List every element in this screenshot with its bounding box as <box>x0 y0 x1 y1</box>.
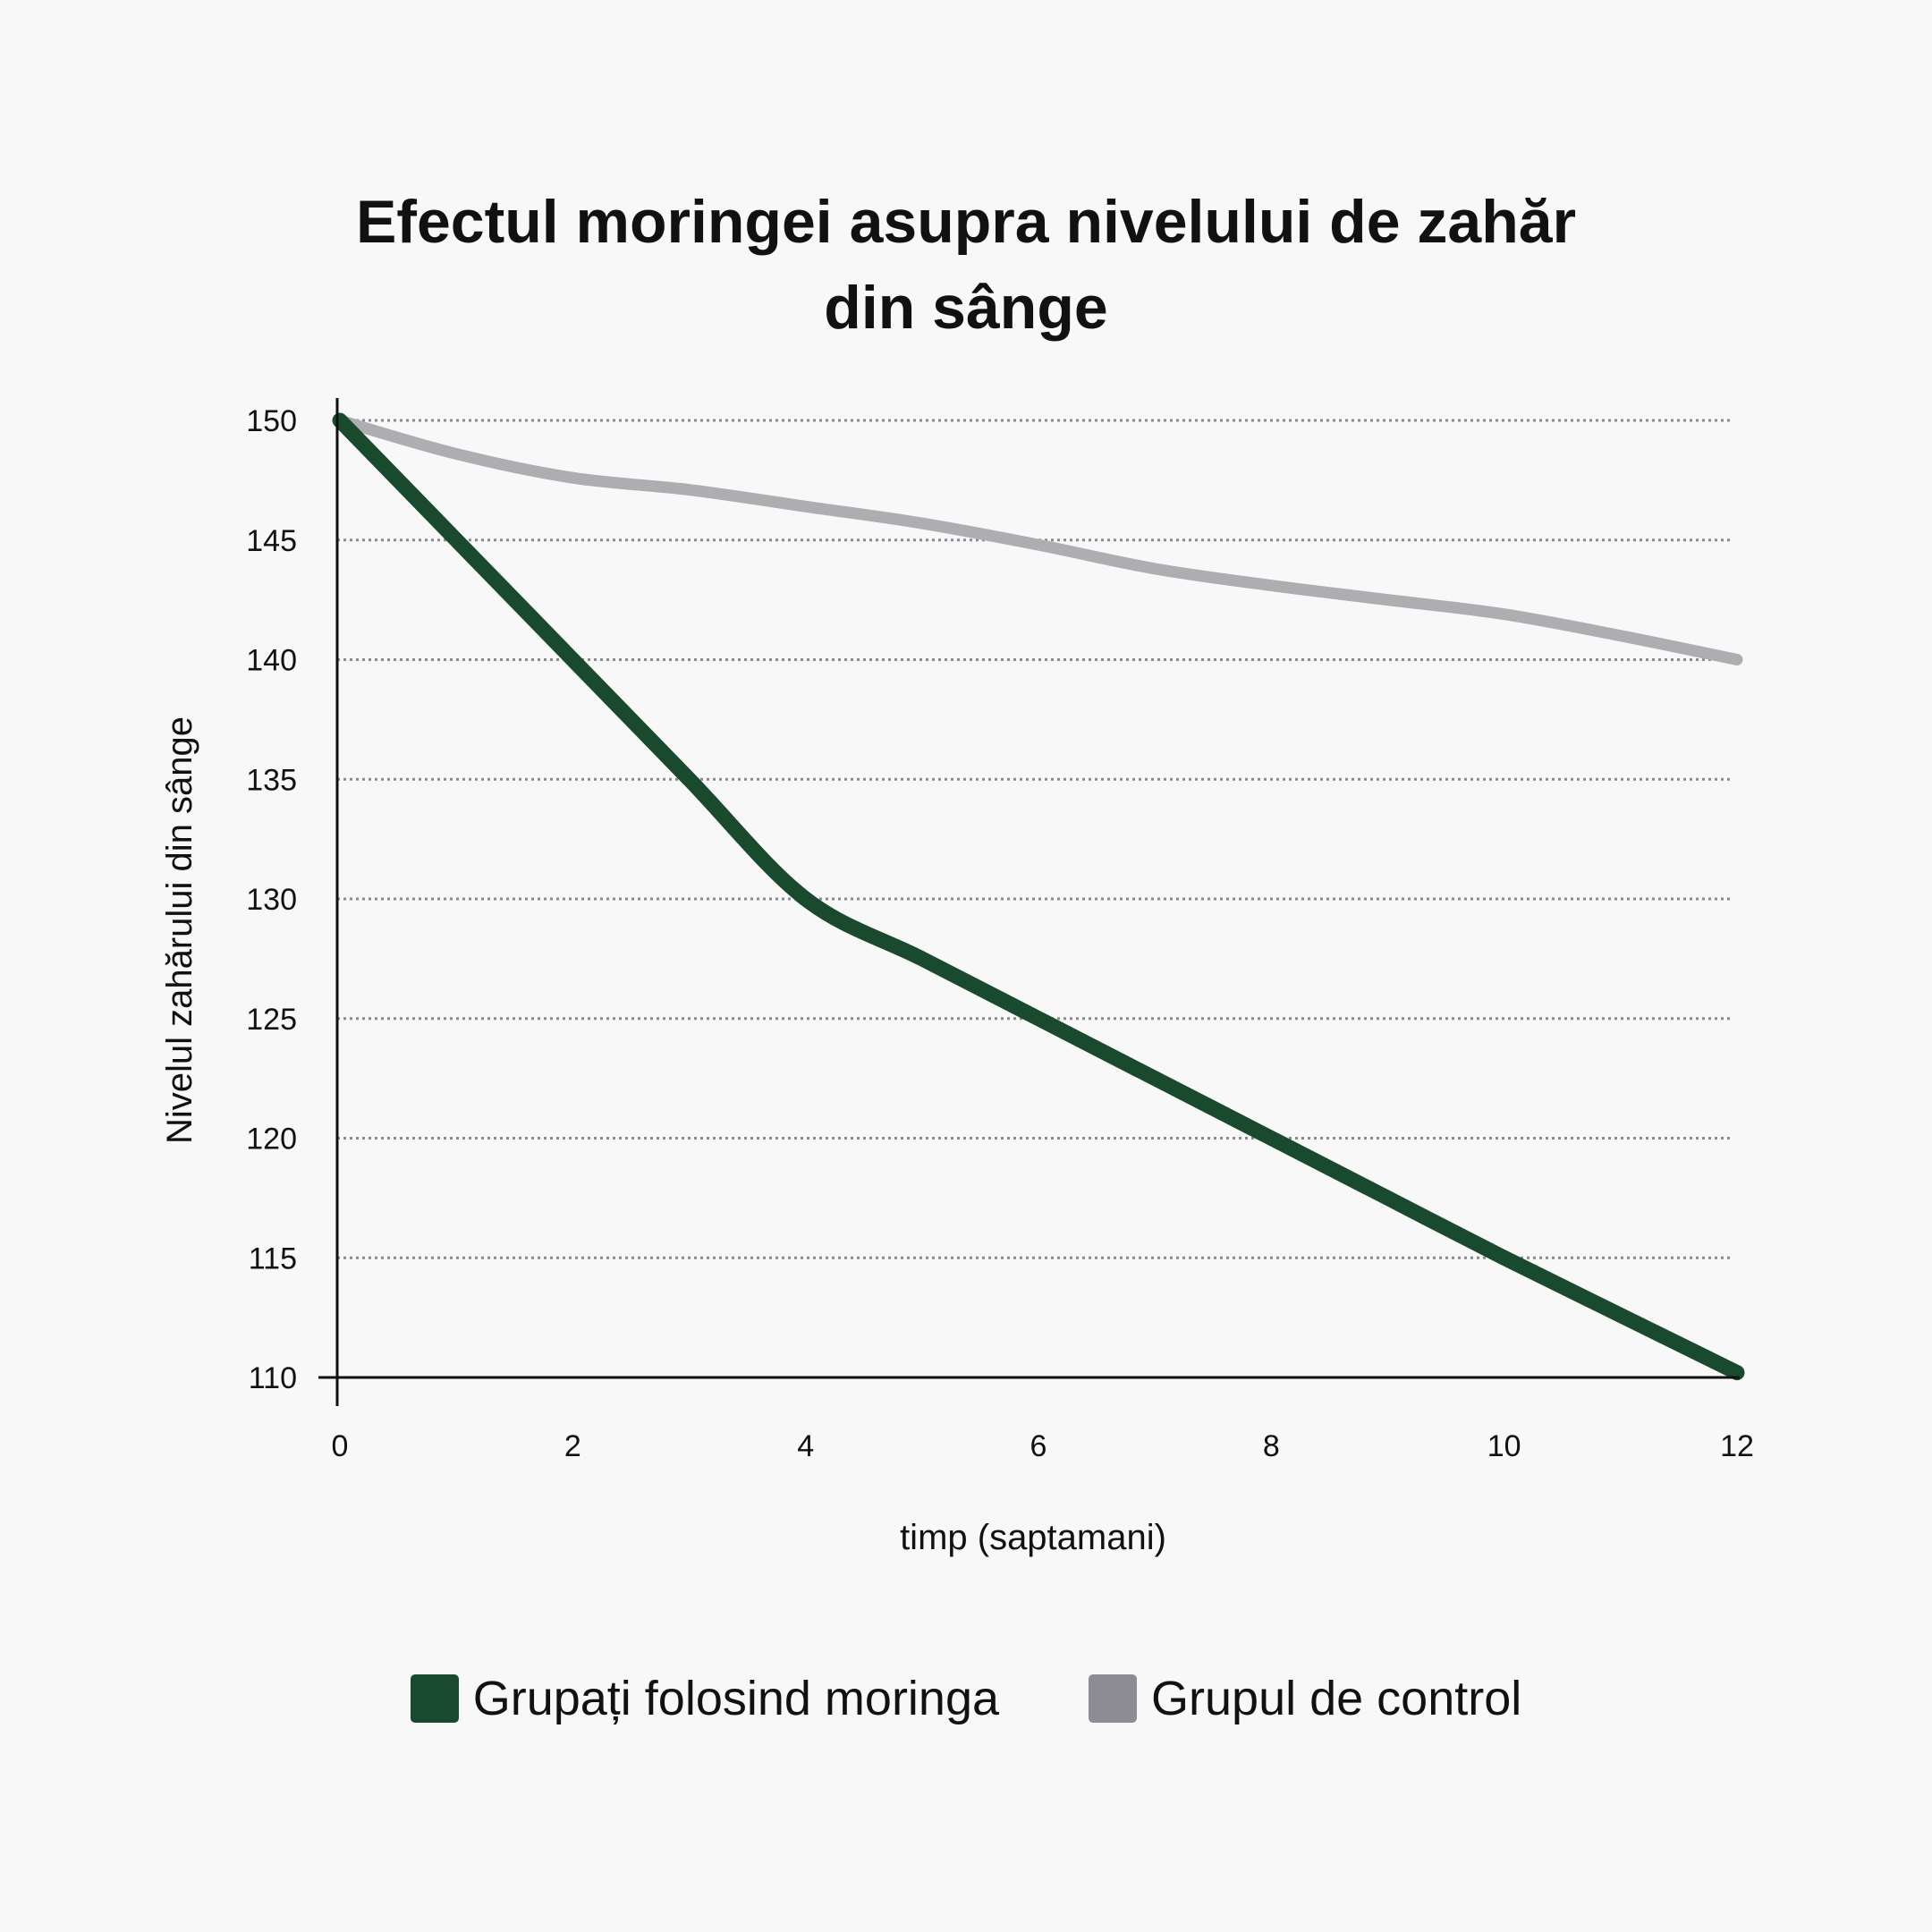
y-tick-label: 120 <box>246 1123 297 1157</box>
legend: Grupați folosind moringa Grupul de contr… <box>0 1671 1932 1726</box>
x-tick-label: 0 <box>332 1429 349 1463</box>
y-tick-label: 135 <box>246 763 297 797</box>
x-tick-label: 10 <box>1487 1429 1521 1463</box>
y-tick-label: 110 <box>249 1361 297 1395</box>
x-tick-label: 4 <box>797 1429 814 1463</box>
y-tick-label: 145 <box>246 524 297 558</box>
y-tick-label: 150 <box>246 404 297 438</box>
series-line-control <box>334 414 1743 665</box>
x-tick-labels: 0 2 4 6 8 10 12 <box>332 1429 1754 1463</box>
chart-title: Efectul moringei asupra nivelului de zah… <box>0 179 1932 351</box>
legend-item-control: Grupul de control <box>1089 1671 1521 1726</box>
legend-swatch-control <box>1089 1674 1138 1723</box>
y-tick-labels: 110 115 120 125 130 135 140 145 150 <box>246 404 297 1395</box>
chart-title-line-1: Efectul moringei asupra nivelului de zah… <box>355 188 1577 256</box>
legend-item-moringa: Grupați folosind moringa <box>410 1671 1000 1726</box>
y-tick-label: 115 <box>249 1241 297 1275</box>
y-axis-label: Nivelul zahărului din sânge <box>160 716 199 1144</box>
series-line-moringa <box>332 412 1745 1381</box>
legend-swatch-moringa <box>410 1674 459 1723</box>
chart-title-line-2: din sânge <box>824 274 1108 342</box>
y-tick-label: 130 <box>246 883 297 917</box>
x-axis-label: timp (saptamani) <box>900 1518 1166 1557</box>
x-tick-label: 2 <box>564 1429 581 1463</box>
legend-label-moringa: Grupați folosind moringa <box>472 1672 1000 1725</box>
legend-label-control: Grupul de control <box>1151 1672 1522 1725</box>
x-tick-label: 12 <box>1720 1429 1754 1463</box>
y-tick-label: 140 <box>246 644 297 678</box>
series-lines <box>332 412 1745 1381</box>
x-tick-label: 8 <box>1263 1429 1280 1463</box>
x-tick-label: 6 <box>1030 1429 1047 1463</box>
y-tick-label: 125 <box>246 1003 297 1037</box>
